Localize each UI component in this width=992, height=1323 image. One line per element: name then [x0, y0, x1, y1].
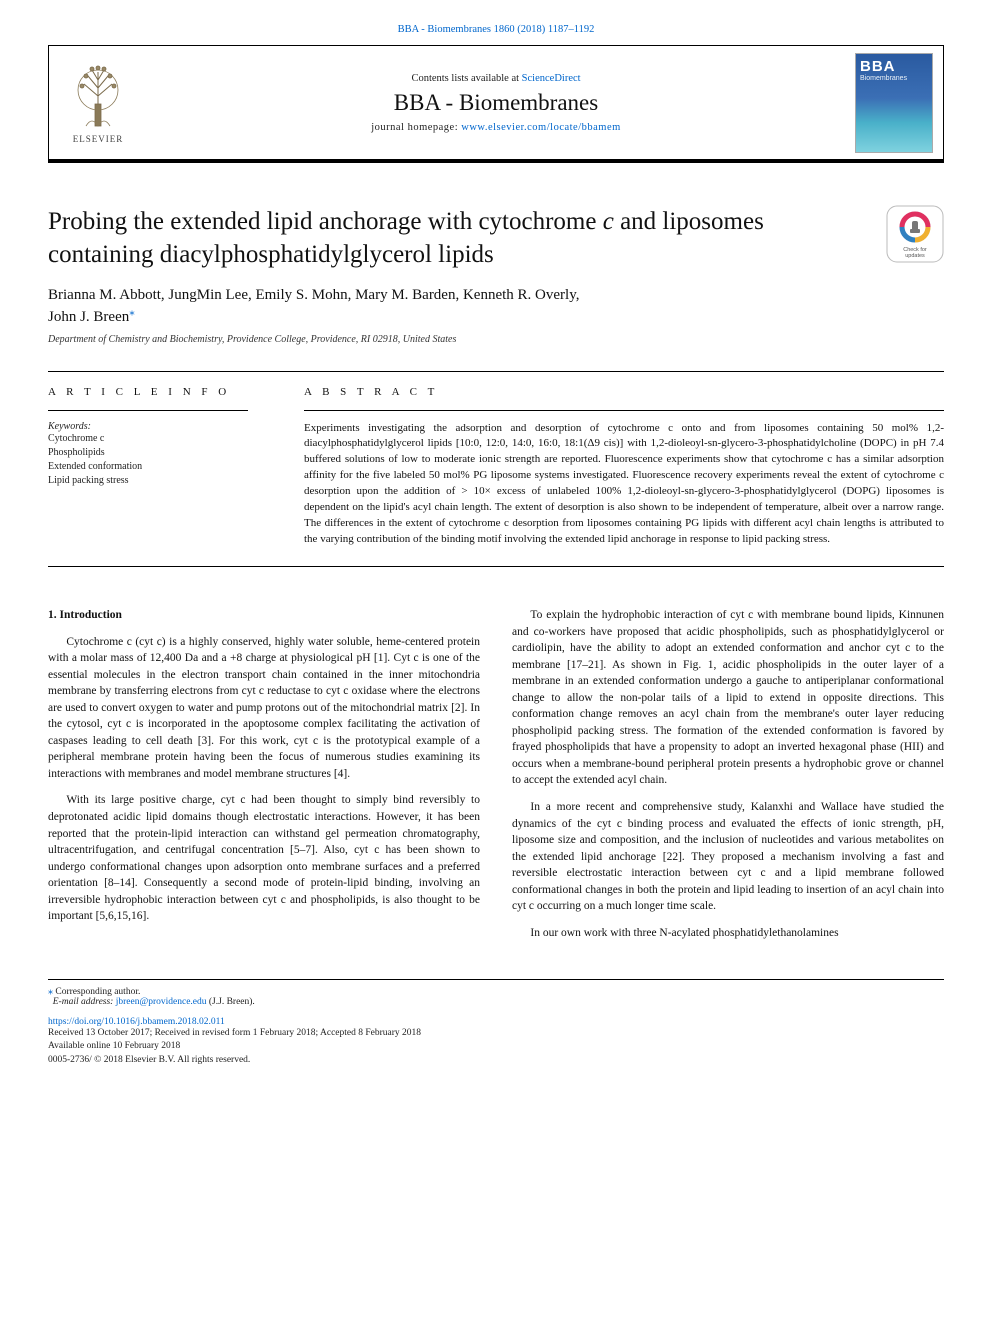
doi-line: https://doi.org/10.1016/j.bbamem.2018.02…: [48, 1017, 944, 1027]
corr-mark-icon: ⁎: [48, 986, 53, 997]
article-info-abstract-row: A R T I C L E I N F O Keywords: Cytochro…: [48, 371, 944, 568]
svg-text:updates: updates: [905, 253, 925, 259]
footnotes-block: ⁎ Corresponding author. E-mail address: …: [48, 979, 944, 1067]
journal-header-bar: ELSEVIER Contents lists available at Sci…: [48, 45, 944, 163]
title-area: Probing the extended lipid anchorage wit…: [48, 205, 944, 271]
available-online-line: Available online 10 February 2018: [48, 1040, 944, 1053]
abstract-column: A B S T R A C T Experiments investigatin…: [304, 386, 944, 549]
cover-sub-label: Biomembranes: [860, 75, 907, 82]
section-heading-introduction: 1. Introduction: [48, 607, 480, 624]
journal-cover-box: BBA Biomembranes: [845, 46, 943, 159]
keyword-item: Cytochrome c: [48, 432, 268, 446]
contents-line: Contents lists available at ScienceDirec…: [411, 73, 580, 84]
header-center: Contents lists available at ScienceDirec…: [147, 46, 845, 159]
body-paragraph: In our own work with three N-acylated ph…: [512, 925, 944, 942]
keyword-item: Extended conformation: [48, 460, 268, 474]
cover-bba-label: BBA: [860, 58, 896, 75]
elsevier-tree-icon: [68, 62, 128, 134]
journal-name: BBA - Biomembranes: [394, 90, 598, 116]
authors-line-2: John J. Breen: [48, 309, 129, 325]
email-line: E-mail address: jbreen@providence.edu (J…: [48, 997, 944, 1007]
homepage-prefix: journal homepage:: [371, 122, 461, 133]
keyword-item: Phospholipids: [48, 446, 268, 460]
check-for-updates-badge[interactable]: Check for updates: [886, 205, 944, 263]
corresponding-author-footnote: ⁎ Corresponding author.: [48, 986, 944, 997]
doi-link[interactable]: https://doi.org/10.1016/j.bbamem.2018.02…: [48, 1017, 225, 1027]
email-link[interactable]: jbreen@providence.edu: [116, 997, 207, 1007]
keywords-label: Keywords:: [48, 421, 268, 432]
sciencedirect-link[interactable]: ScienceDirect: [522, 73, 581, 84]
copyright-line: 0005-2736/ © 2018 Elsevier B.V. All righ…: [48, 1054, 944, 1067]
article-title: Probing the extended lipid anchorage wit…: [48, 205, 870, 271]
elsevier-logo-box: ELSEVIER: [49, 46, 147, 159]
title-part-1: Probing the extended lipid anchorage wit…: [48, 208, 603, 235]
top-citation-link[interactable]: BBA - Biomembranes 1860 (2018) 1187–1192: [48, 24, 944, 35]
affiliation: Department of Chemistry and Biochemistry…: [48, 334, 944, 345]
received-line: Received 13 October 2017; Received in re…: [48, 1027, 944, 1040]
info-rule: [48, 410, 248, 411]
journal-header-inner: ELSEVIER Contents lists available at Sci…: [49, 46, 943, 160]
article-info-column: A R T I C L E I N F O Keywords: Cytochro…: [48, 386, 268, 549]
journal-cover-thumb: BBA Biomembranes: [855, 53, 933, 153]
corr-label: Corresponding author.: [55, 987, 140, 997]
abstract-heading: A B S T R A C T: [304, 386, 944, 398]
body-two-columns: 1. Introduction Cytochrome c (cyt c) is …: [48, 607, 944, 943]
authors-line-1: Brianna M. Abbott, JungMin Lee, Emily S.…: [48, 287, 579, 303]
header-bottom-rule: [49, 160, 943, 162]
article-info-heading: A R T I C L E I N F O: [48, 386, 268, 398]
contents-prefix: Contents lists available at: [411, 73, 521, 84]
corresponding-author-mark-icon: ⁎: [129, 306, 135, 318]
email-attribution: (J.J. Breen).: [209, 997, 255, 1007]
abstract-text: Experiments investigating the adsorption…: [304, 421, 944, 549]
homepage-url-link[interactable]: www.elsevier.com/locate/bbamem: [461, 122, 621, 133]
citation-link[interactable]: BBA - Biomembranes 1860 (2018) 1187–1192: [398, 24, 595, 35]
homepage-line: journal homepage: www.elsevier.com/locat…: [371, 122, 621, 133]
abstract-rule: [304, 410, 944, 411]
body-paragraph: Cytochrome c (cyt c) is a highly conserv…: [48, 634, 480, 783]
body-paragraph: To explain the hydrophobic interaction o…: [512, 607, 944, 789]
page-root: BBA - Biomembranes 1860 (2018) 1187–1192: [0, 0, 992, 1099]
body-paragraph: With its large positive charge, cyt c ha…: [48, 792, 480, 924]
title-italic-c: c: [603, 208, 614, 235]
authors-block: Brianna M. Abbott, JungMin Lee, Emily S.…: [48, 285, 944, 328]
body-paragraph: In a more recent and comprehensive study…: [512, 799, 944, 915]
elsevier-label: ELSEVIER: [73, 134, 124, 144]
email-label: E-mail address:: [53, 997, 114, 1007]
keyword-item: Lipid packing stress: [48, 474, 268, 488]
